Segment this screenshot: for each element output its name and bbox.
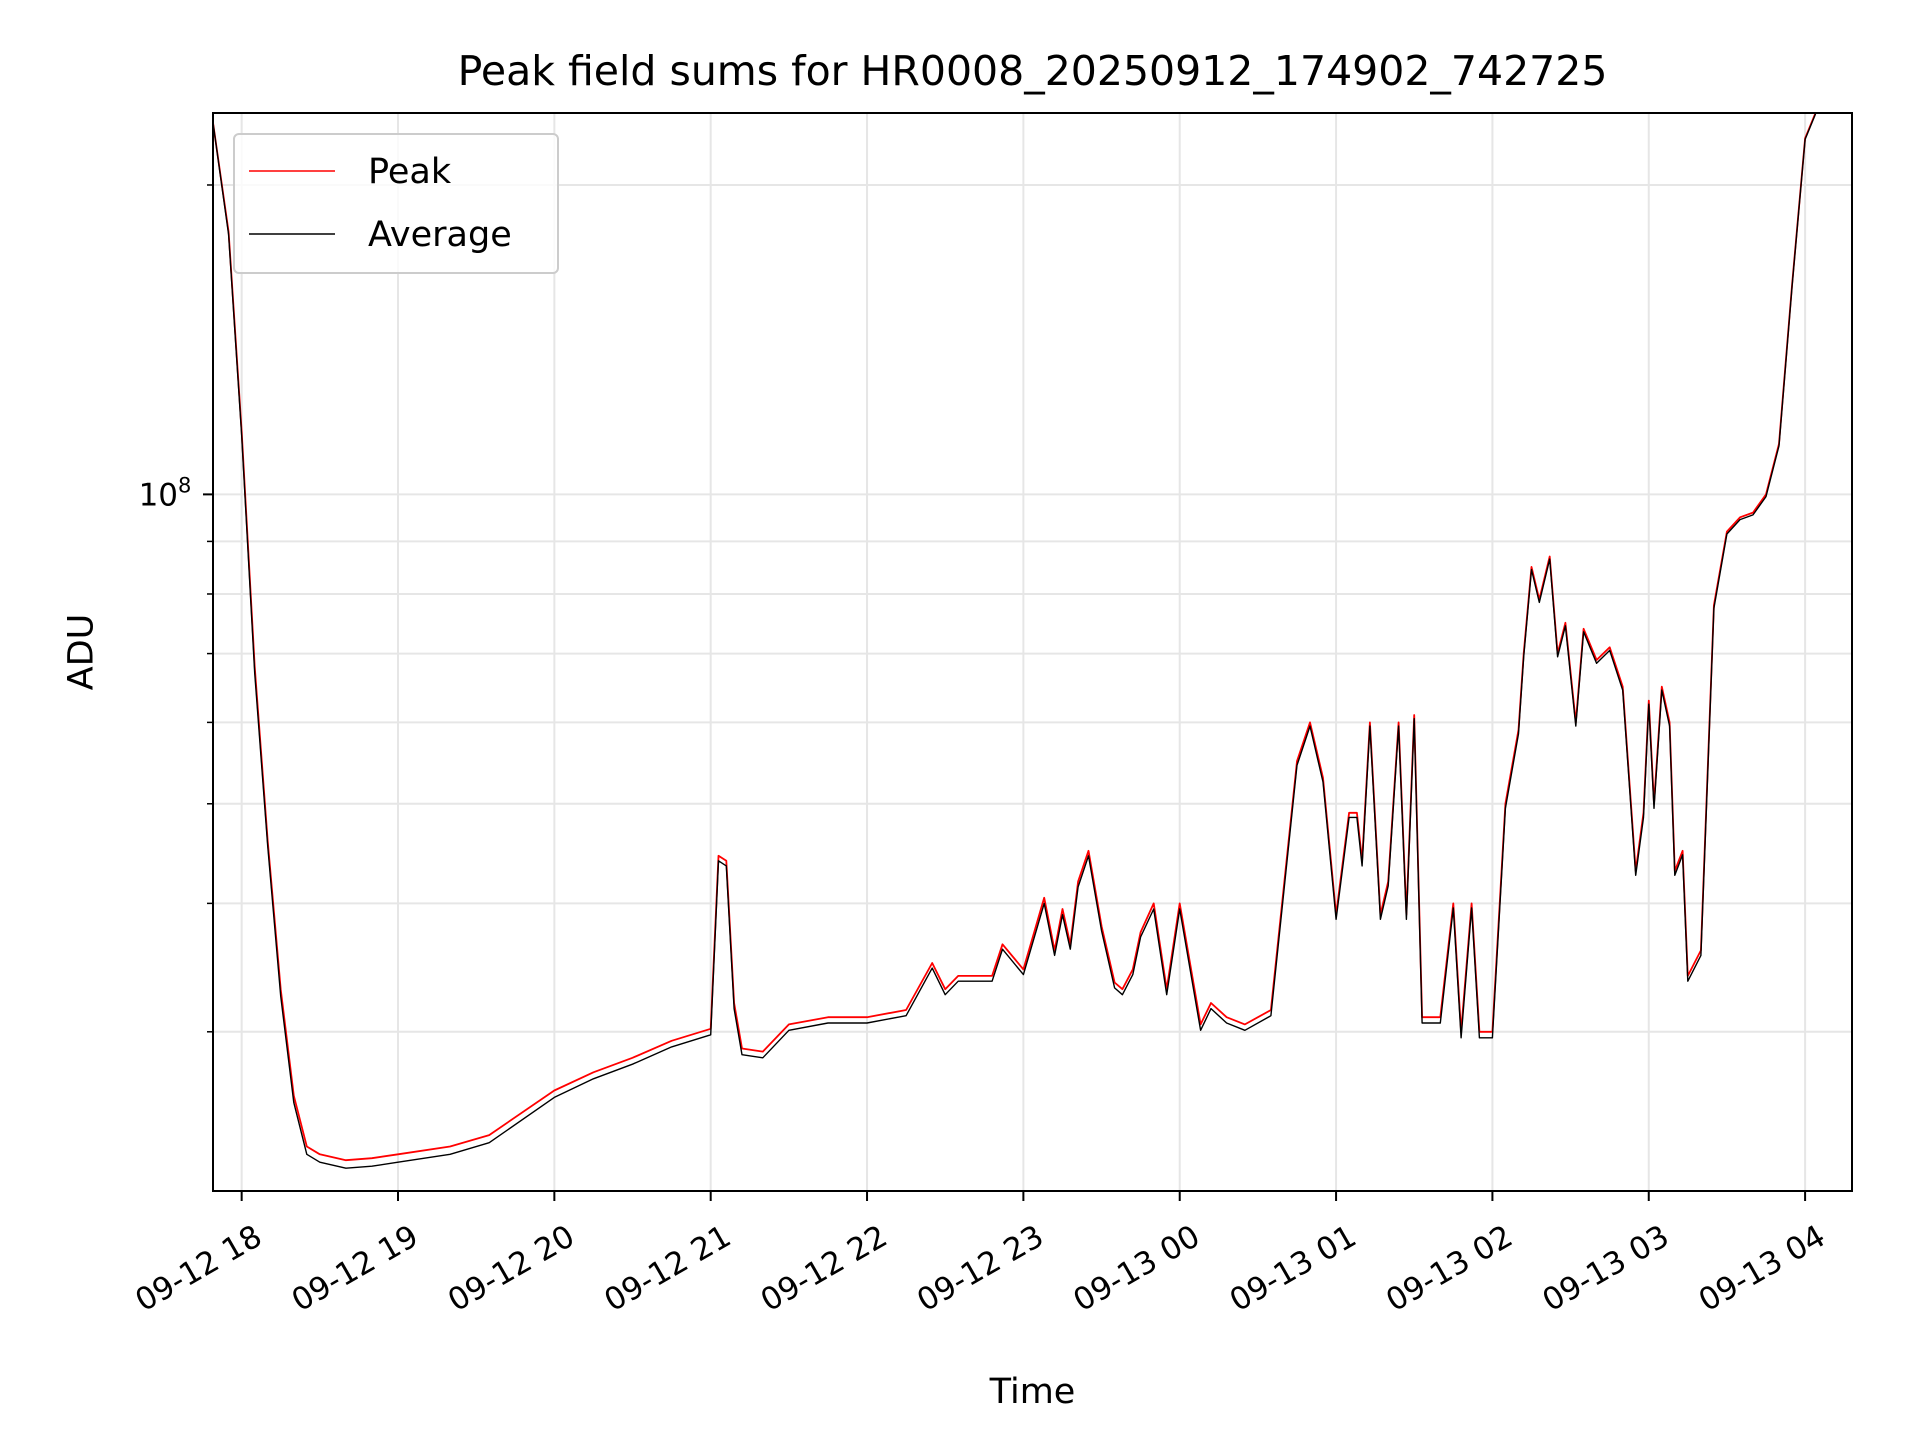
y-axis-title: ADU — [61, 614, 101, 691]
legend-box — [233, 133, 559, 274]
x-axis-title: Time — [989, 1372, 1076, 1412]
series-line-average — [212, 113, 1817, 1169]
legend-label-average: Average — [368, 215, 512, 255]
series-group — [212, 112, 1817, 1169]
grid — [213, 113, 1852, 1191]
legend-label-peak: Peak — [368, 152, 452, 192]
y-tick-label: 108 — [139, 473, 192, 513]
chart-title: Peak field sums for HR0008_20250912_1749… — [458, 47, 1608, 95]
legend: Peak Average — [233, 133, 559, 274]
plot-frame — [212, 112, 1853, 1192]
